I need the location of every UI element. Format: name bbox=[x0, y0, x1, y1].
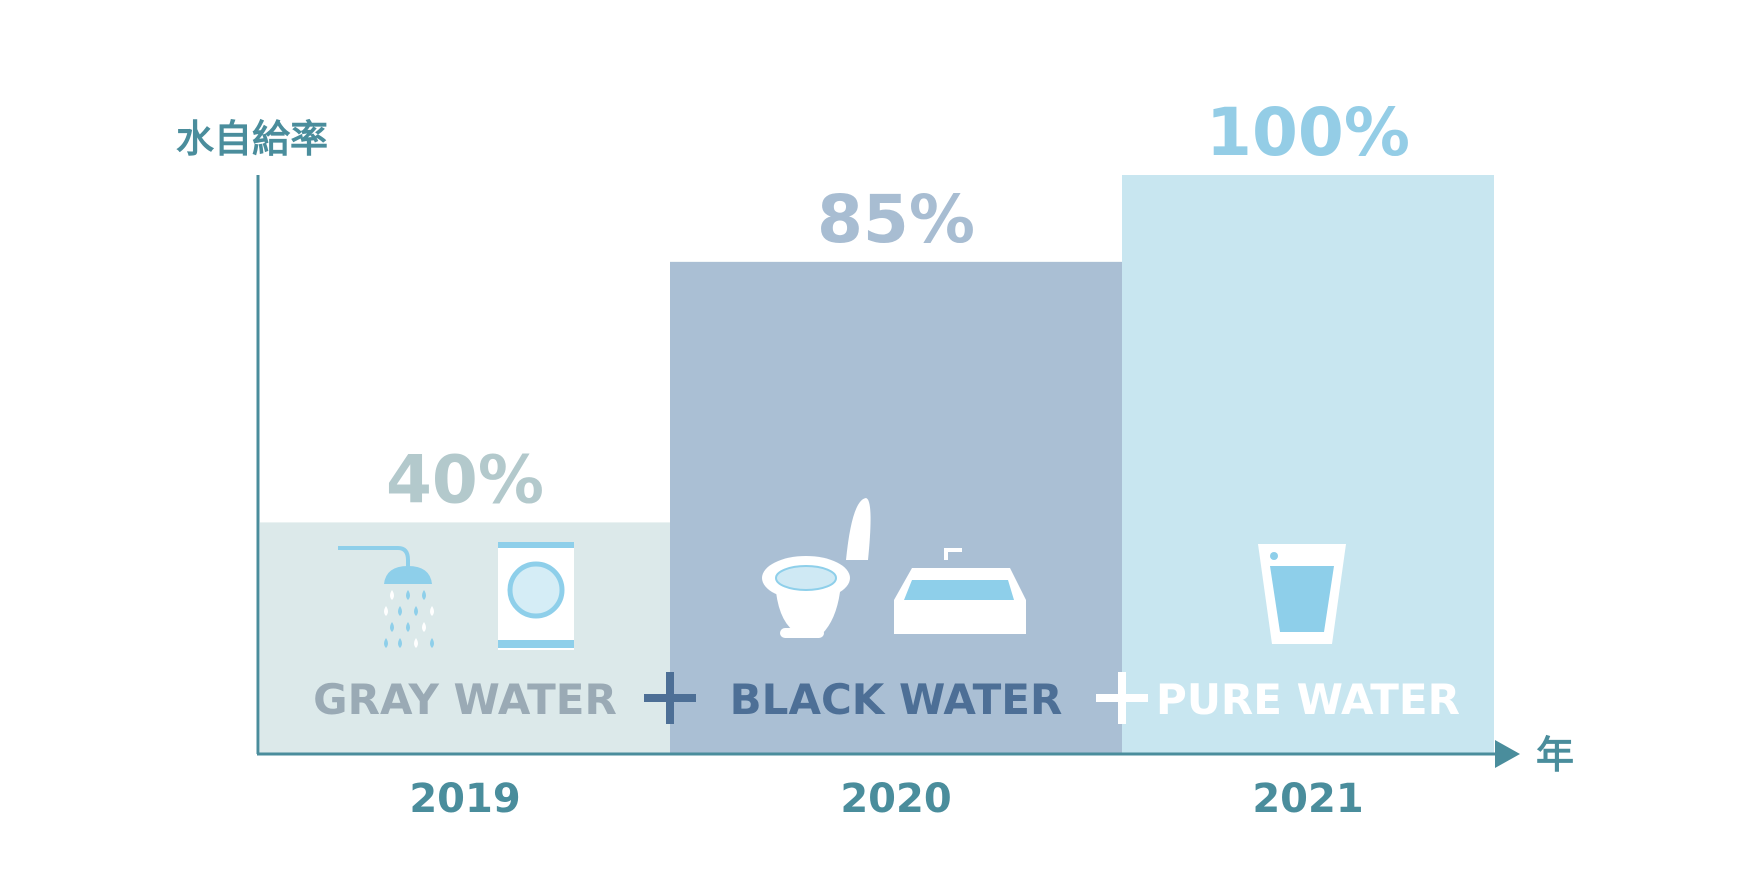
segment-label-1: GRAY WATER bbox=[313, 675, 617, 724]
value-label-2020: 85% bbox=[817, 181, 975, 258]
value-label-2019: 40% bbox=[386, 441, 544, 518]
bar-2020 bbox=[670, 261, 1122, 754]
plus-separator-1 bbox=[644, 672, 696, 724]
shower-icon bbox=[338, 546, 434, 648]
x-axis-label: 年 bbox=[1536, 733, 1574, 777]
water-glass-icon bbox=[1258, 544, 1346, 644]
x-tick-2020: 2020 bbox=[840, 776, 951, 822]
icons bbox=[338, 498, 1346, 650]
x-tick-2021: 2021 bbox=[1252, 776, 1363, 822]
y-axis-label: 水自給率 bbox=[176, 117, 328, 161]
bars bbox=[260, 175, 1494, 754]
bar-2021 bbox=[1122, 175, 1494, 754]
plus-separator-2 bbox=[1096, 672, 1148, 724]
bar-2019 bbox=[260, 522, 670, 754]
labels: 40% 2019 GRAY WATER 85% 2020 BLACK WATER 100% 2… bbox=[313, 94, 1460, 822]
value-label-2021: 100% bbox=[1206, 94, 1410, 171]
x-tick-2019: 2019 bbox=[409, 776, 520, 822]
toilet-icon bbox=[762, 498, 871, 638]
segment-label-2: BLACK WATER bbox=[730, 675, 1063, 724]
washing-machine-icon bbox=[498, 542, 574, 650]
bathtub-icon bbox=[894, 548, 1026, 634]
x-axis-arrow bbox=[1495, 740, 1520, 768]
segment-label-3: PURE WATER bbox=[1156, 675, 1460, 724]
